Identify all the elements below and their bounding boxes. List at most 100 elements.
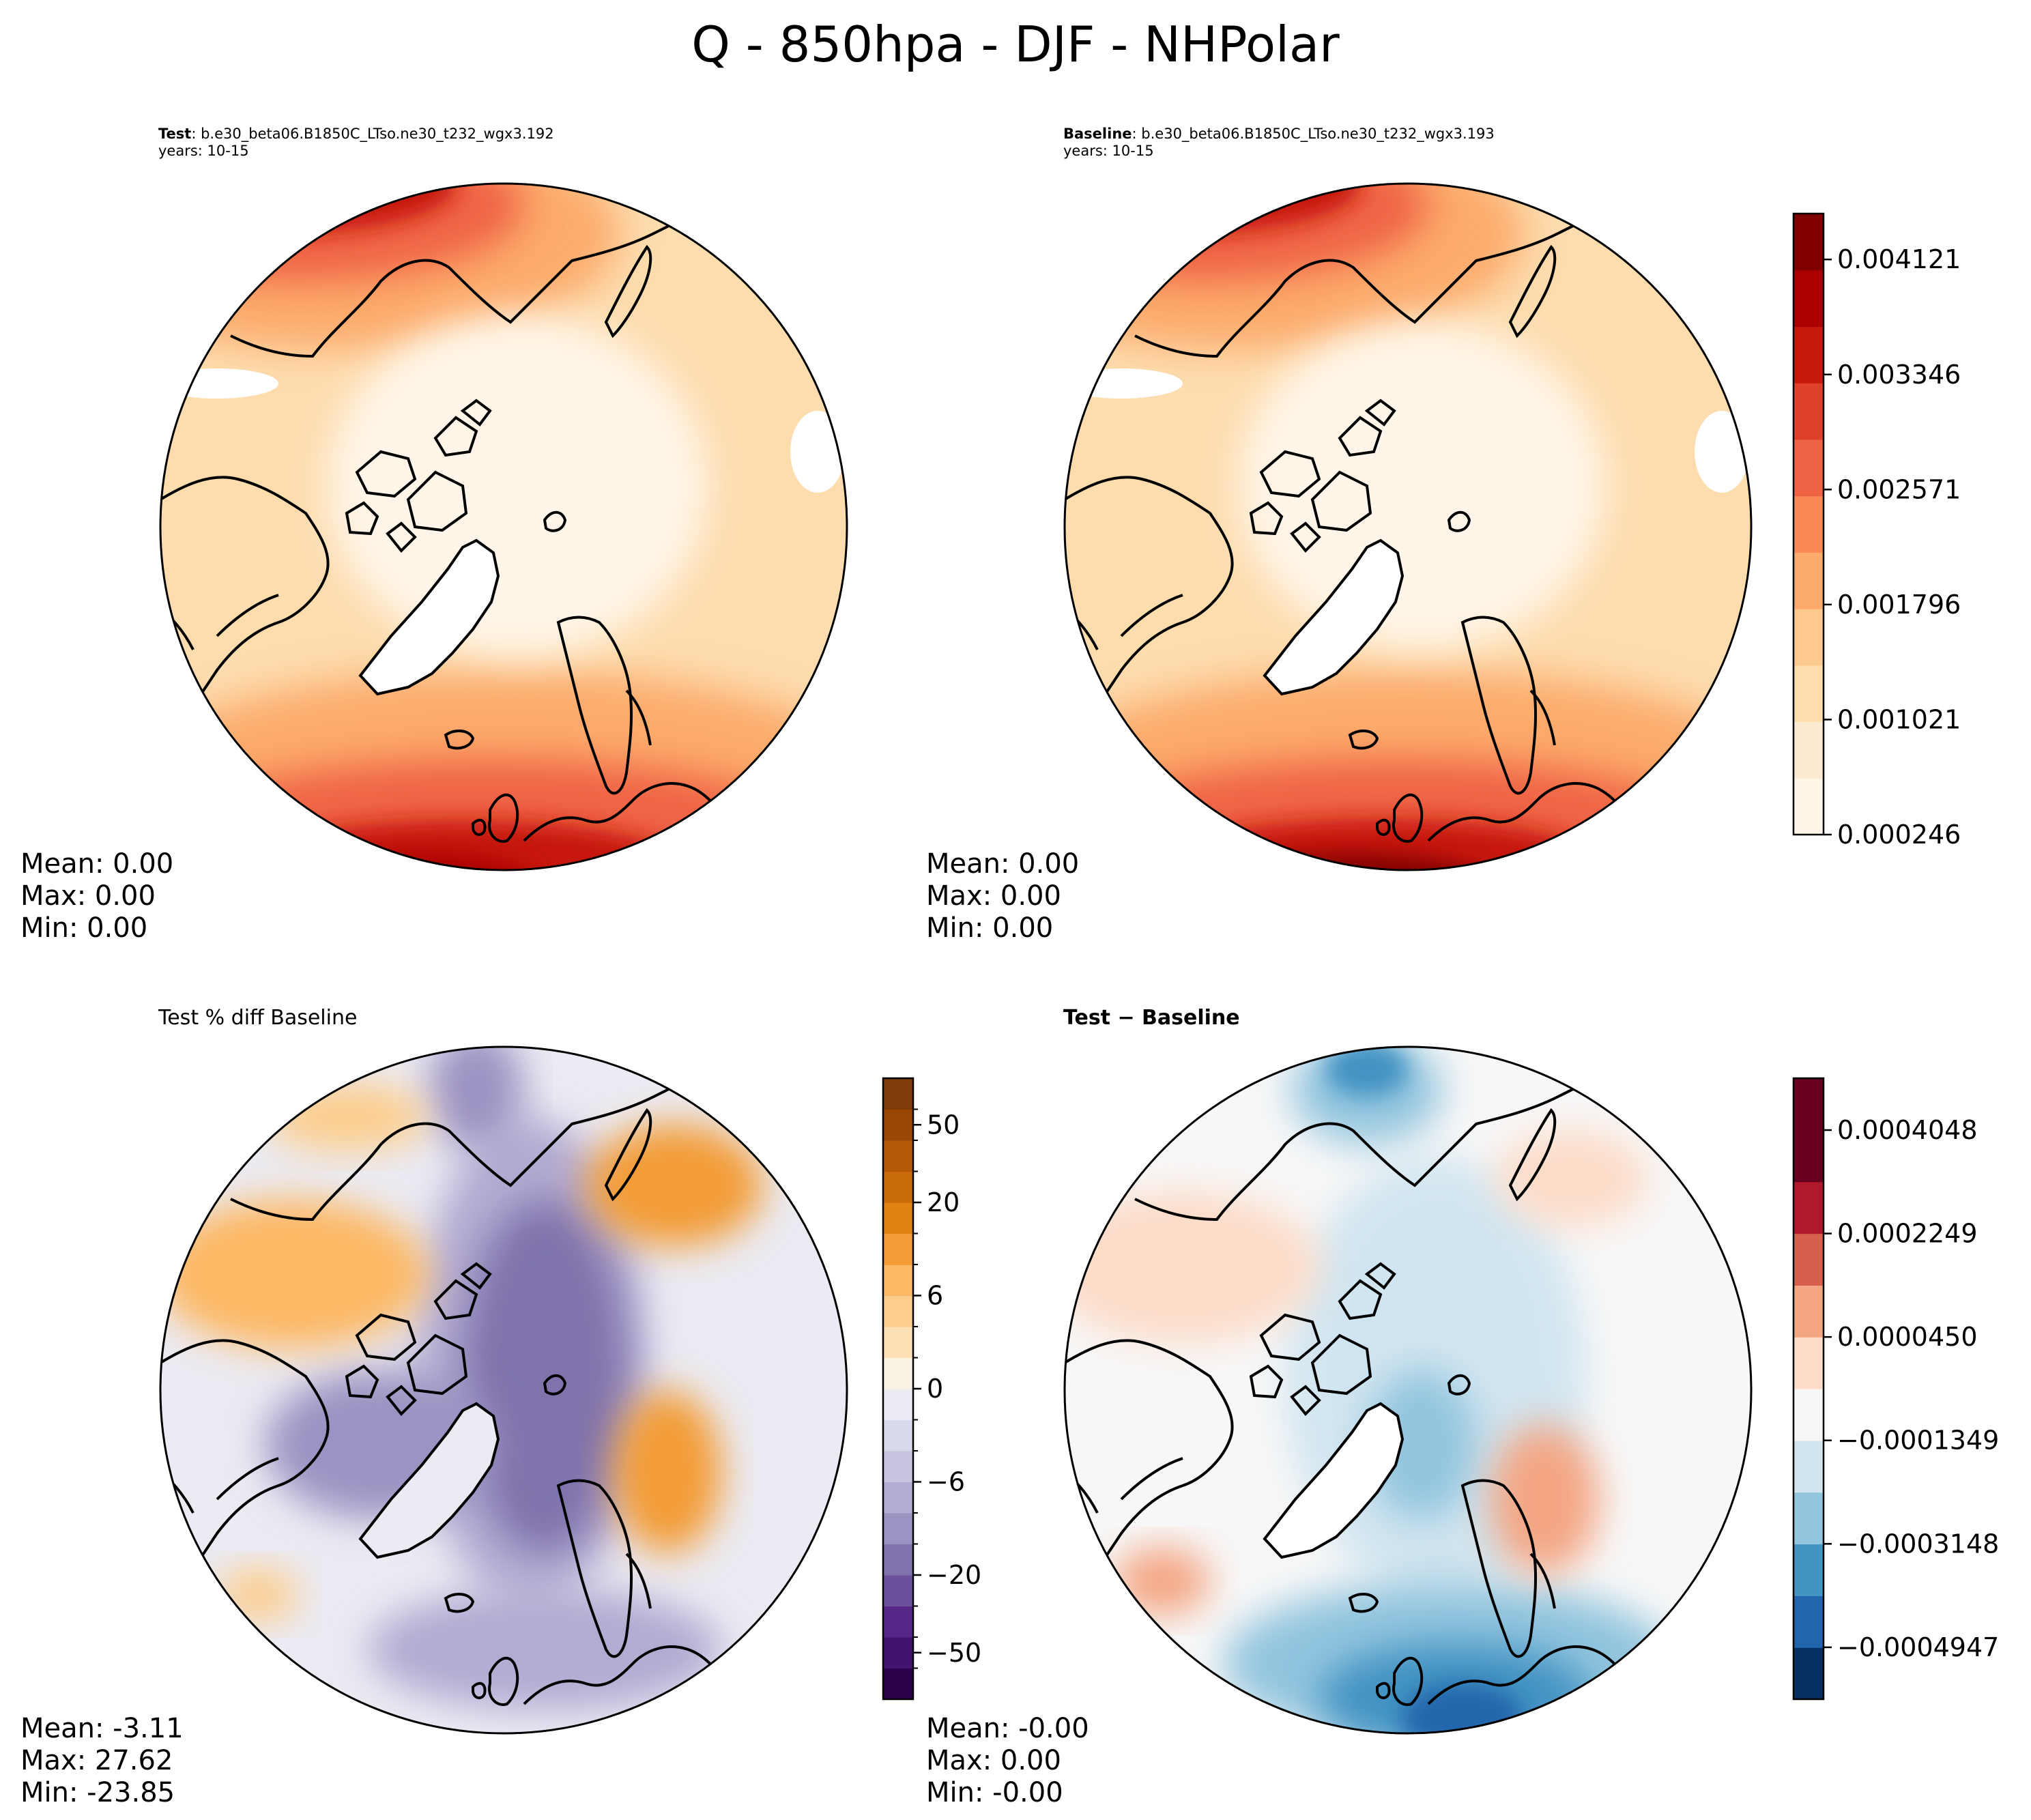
colorbar-segment: [1794, 326, 1824, 384]
colorbar-segment: [1794, 1440, 1824, 1493]
test-case-name: b.e30_beta06.B1850C_LTso.ne30_t232_wgx3.…: [201, 126, 554, 142]
test-band-south-4: [313, 854, 531, 870]
colorbar-segment: [1794, 1595, 1824, 1648]
pctdiff-orange-3: [613, 1390, 722, 1554]
colorbar-diff: −0.0004947 −0.0003148 −0.0001349 0.0000450 0…: [1792, 1077, 1999, 1701]
colorbar-tick-label: 0.0004048: [1837, 1115, 1978, 1145]
diff-title: Test − Baseline: [1063, 1006, 1240, 1030]
colorbar-tick-label: 0.004121: [1837, 244, 1961, 274]
colorbar-frame: [1792, 212, 1825, 836]
baseline-greenland-mask: [1265, 540, 1402, 694]
baseline-band-north-2: [1065, 184, 1428, 281]
test-min: Min: 0.00: [20, 912, 148, 944]
colorbar-tick-label: 50: [927, 1110, 960, 1140]
baseline-stats: Mean: 0.00 Max: 0.00 Min: 0.00: [926, 848, 1079, 944]
colorbar-segment: [1794, 1129, 1824, 1183]
diff-red-1: [1065, 1192, 1319, 1342]
diff-mean: Mean: -0.00: [926, 1713, 1089, 1744]
colorbar-segment: [1794, 1389, 1824, 1441]
colorbar-segment: [1794, 721, 1824, 779]
diff-max: Max: 0.00: [926, 1745, 1061, 1776]
baseline-years: years: 10-15: [1063, 143, 1154, 159]
colorbar-segment: [1794, 1181, 1824, 1234]
colorbar-segment: [1794, 609, 1824, 666]
baseline-case-name: b.e30_beta06.B1850C_LTso.ne30_t232_wgx3.…: [1141, 126, 1495, 142]
baseline-subtitle: Baseline: b.e30_beta06.B1850C_LTso.ne30_…: [1063, 126, 1495, 142]
colorbar-pctdiff: −50 −20 −6 0 6 20 50: [882, 1077, 981, 1701]
pctdiff-max: Max: 27.62: [20, 1745, 173, 1776]
colorbar-segment: [883, 1109, 913, 1141]
pctdiff-map-border: [159, 1045, 848, 1735]
colorbar-tick-label: 0.001021: [1837, 704, 1961, 734]
diff-map-group: [1063, 1045, 1753, 1735]
colorbar-segment: [1794, 439, 1824, 497]
colorbar-tick-label: 0.002571: [1837, 474, 1961, 504]
colorbar-tick-label: 20: [927, 1187, 960, 1217]
colorbar-segment: [1794, 552, 1824, 609]
colorbar-segment: [1794, 1647, 1824, 1700]
colorbar-segment: [1794, 270, 1824, 328]
colorbar-segment: [883, 1078, 913, 1110]
pctdiff-orange-2: [586, 1124, 763, 1247]
colorbar-segment: [883, 1668, 913, 1700]
pctdiff-map-fill: [160, 1047, 847, 1733]
diff-min: Min: -0.00: [926, 1777, 1063, 1808]
colorbar-tick-label: 0.003346: [1837, 360, 1961, 390]
colorbar-segment: [883, 1327, 913, 1359]
baseline-band-north-3: [1065, 184, 1360, 233]
test-map-border: [159, 182, 848, 871]
pctdiff-mean: Mean: -3.11: [20, 1713, 184, 1744]
pctdiff-purple-2: [463, 1199, 626, 1554]
colorbar-tick-label: 0.000246: [1837, 820, 1961, 850]
colorbar-tick-label: 0: [927, 1374, 943, 1404]
colorbar-segment: [1794, 1078, 1824, 1131]
colorbar-tick-label: −0.0004947: [1837, 1632, 1999, 1662]
baseline-min: Min: 0.00: [926, 912, 1054, 944]
colorbar-tick-label: 0.0002249: [1837, 1219, 1978, 1249]
test-stats: Mean: 0.00 Max: 0.00 Min: 0.00: [20, 848, 173, 944]
colorbar-segment: [1794, 1285, 1824, 1338]
test-map-fill: [160, 184, 847, 870]
pctdiff-greenland-mask: [360, 1404, 498, 1557]
colorbar-segment: [883, 1451, 913, 1483]
baseline-tibet-mask: [1065, 369, 1183, 399]
colorbar-tick-label: −20: [927, 1560, 981, 1590]
test-band-north-3: [160, 184, 456, 233]
colorbar-main: 0.000246 0.001021 0.001796 0.002571 0.003346…: [1792, 212, 1961, 850]
colorbar-tick-label: 0.0000450: [1837, 1322, 1978, 1352]
colorbar-segment: [1794, 1544, 1824, 1596]
colorbar-tick-label: −50: [927, 1638, 981, 1668]
colorbar-segment: [883, 1357, 913, 1389]
diff-stats: Mean: -0.00 Max: 0.00 Min: -0.00: [926, 1713, 1089, 1809]
colorbar-segment: [883, 1202, 913, 1234]
baseline-band-south-4: [1217, 854, 1490, 870]
test-max: Max: 0.00: [20, 880, 156, 912]
pctdiff-min: Min: -23.85: [20, 1777, 175, 1808]
test-subtitle: Test: b.e30_beta06.B1850C_LTso.ne30_t232…: [158, 126, 554, 142]
colorbar-segment: [1794, 1337, 1824, 1389]
pctdiff-orange-1: [160, 1199, 429, 1349]
pctdiff-title: Test % diff Baseline: [158, 1006, 358, 1030]
colorbar-segment: [1794, 495, 1824, 553]
diff-map-border: [1063, 1045, 1753, 1735]
colorbar-segment: [883, 1140, 913, 1172]
colorbar-segment: [1794, 665, 1824, 723]
colorbar-segment: [883, 1606, 913, 1638]
test-band-north-2: [160, 184, 524, 281]
pctdiff-purple-5: [429, 1047, 524, 1151]
colorbar-frame: [1792, 1077, 1825, 1701]
pctdiff-orange-4: [265, 1083, 429, 1151]
colorbar-segment: [883, 1482, 913, 1514]
diff-blue-2: [1367, 1370, 1476, 1520]
colorbar-segment: [1794, 1492, 1824, 1545]
colorbar-segment: [1794, 1233, 1824, 1286]
colorbar-segment: [1794, 778, 1824, 835]
colorbar-segment: [1794, 383, 1824, 440]
colorbar-segment: [883, 1575, 913, 1607]
colorbar-segment: [883, 1544, 913, 1576]
colorbar-segment: [883, 1233, 913, 1265]
test-subtitle-label: Test: [158, 126, 192, 142]
colorbar-tick-label: 6: [927, 1281, 943, 1311]
